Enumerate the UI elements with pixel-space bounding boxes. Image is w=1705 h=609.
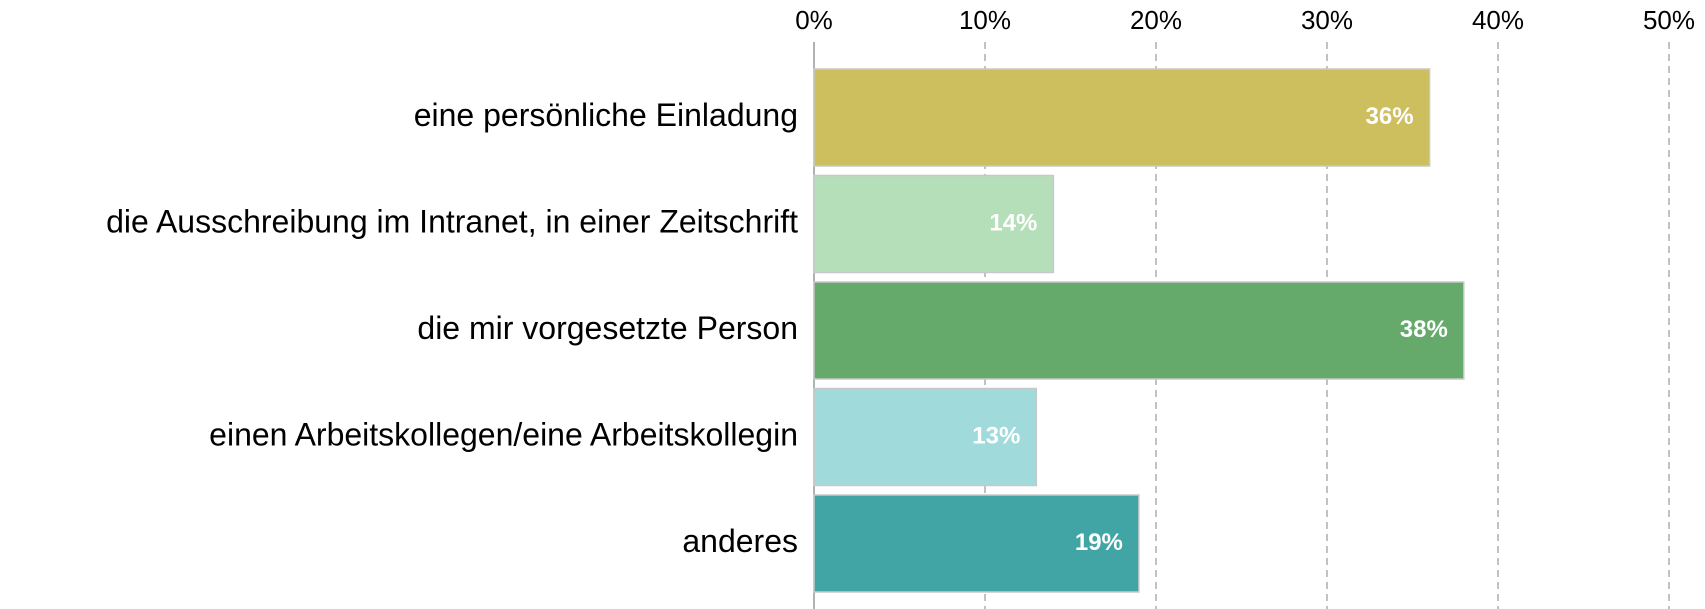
x-tick-label: 40% <box>1472 5 1524 35</box>
y-tick-label: die mir vorgesetzte Person <box>417 310 798 346</box>
data-label: 19% <box>1075 529 1123 556</box>
bar <box>813 387 1038 487</box>
data-label: 14% <box>989 209 1037 236</box>
bar <box>813 494 1140 593</box>
bar <box>813 281 1465 380</box>
y-tick-label: die Ausschreibung im Intranet, in einer … <box>106 203 798 239</box>
data-label: 38% <box>1400 316 1448 343</box>
x-tick-label: 20% <box>1130 5 1182 35</box>
data-label: 13% <box>972 422 1020 449</box>
x-tick-label: 0% <box>795 5 833 35</box>
y-tick-label: anderes <box>682 523 798 559</box>
bar <box>813 68 1431 167</box>
y-tick-label: eine persönliche Einladung <box>414 97 798 133</box>
x-tick-label: 30% <box>1301 5 1353 35</box>
bar <box>813 174 1055 274</box>
y-tick-label: einen Arbeitskollegen/eine Arbeitskolleg… <box>209 416 798 452</box>
x-tick-label: 10% <box>959 5 1011 35</box>
x-tick-label: 50% <box>1643 5 1695 35</box>
data-label: 36% <box>1366 103 1414 130</box>
